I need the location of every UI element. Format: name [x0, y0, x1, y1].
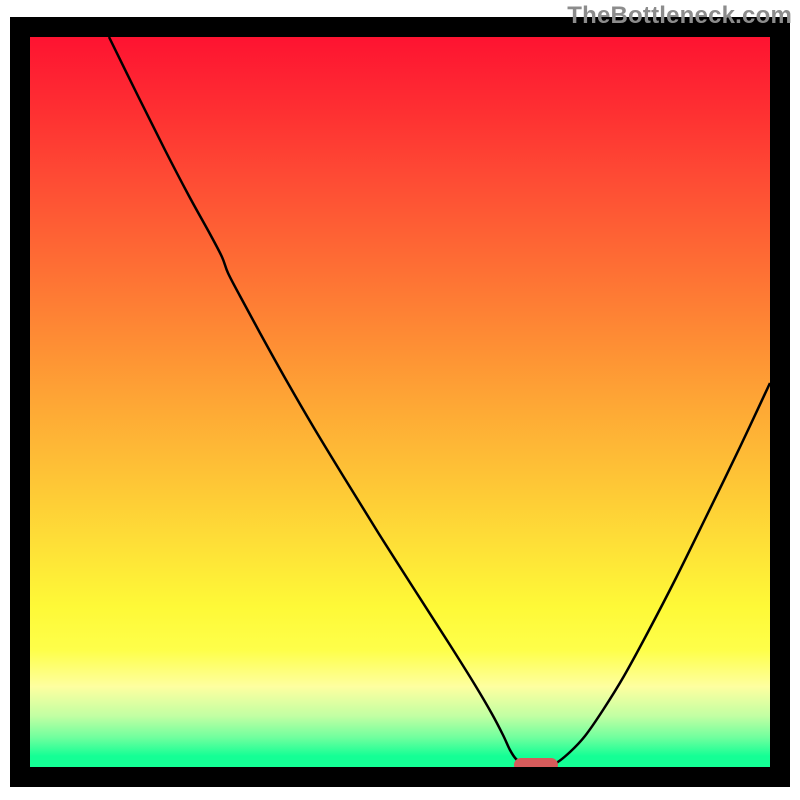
gradient-background: [30, 37, 770, 767]
bottleneck-chart: [0, 0, 800, 800]
chart-container: TheBottleneck.com: [0, 0, 800, 800]
watermark-text: TheBottleneck.com: [567, 2, 792, 30]
